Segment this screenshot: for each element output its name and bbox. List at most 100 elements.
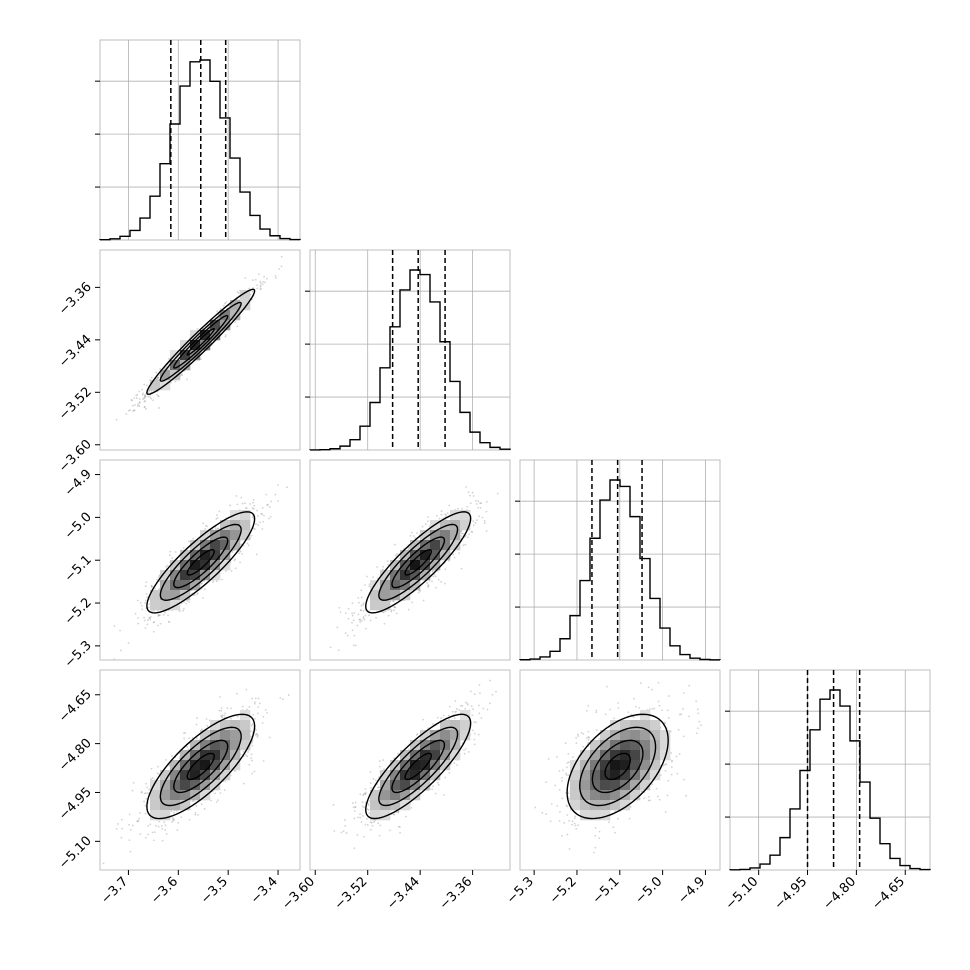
sample-point [431, 580, 433, 583]
sample-point [128, 813, 131, 816]
sample-point [216, 310, 219, 313]
sample-point [143, 406, 146, 409]
sample-point [180, 373, 183, 376]
sample-point [464, 543, 467, 546]
sample-point [168, 620, 171, 623]
sample-point [427, 584, 430, 586]
sample-point [160, 825, 163, 827]
sample-point [132, 781, 135, 784]
sample-point [119, 629, 121, 632]
sample-point [144, 407, 147, 410]
sample-point [357, 613, 360, 616]
sample-point [239, 753, 242, 756]
sample-point [369, 619, 372, 622]
density-cell [150, 780, 161, 791]
sample-point [481, 516, 484, 519]
sample-point [159, 614, 161, 617]
sample-point [394, 554, 397, 557]
sample-point [262, 760, 265, 762]
sample-point [158, 773, 160, 775]
sample-point [142, 398, 144, 401]
sample-point [274, 493, 277, 496]
density-cell [200, 540, 211, 551]
sample-point [249, 503, 251, 505]
sample-point [462, 532, 464, 535]
sample-point [192, 800, 195, 802]
sample-point [151, 777, 154, 779]
sample-point [181, 374, 184, 376]
sample-point [368, 614, 370, 617]
hist-step-3 [729, 689, 931, 871]
sample-point [155, 824, 157, 827]
sample-point [263, 275, 265, 278]
sample-point [257, 697, 260, 700]
sample-point [344, 612, 347, 615]
sample-point [225, 301, 227, 304]
sample-point [485, 510, 488, 513]
sample-point [421, 525, 424, 528]
sample-point [144, 804, 147, 807]
sample-point [157, 576, 160, 579]
panel-content [329, 486, 499, 652]
contour-2 [378, 523, 459, 601]
sample-point [265, 277, 268, 280]
sample-point [159, 622, 162, 625]
sample-point [184, 731, 187, 734]
sample-point [143, 405, 146, 408]
sample-point [183, 732, 185, 735]
sample-point [125, 413, 128, 415]
sample-point [260, 287, 263, 290]
density-cell [170, 580, 181, 591]
sample-point [338, 606, 341, 609]
sample-point [416, 532, 418, 534]
sample-point [144, 585, 147, 587]
sample-point [256, 736, 259, 738]
sample-point [476, 519, 478, 522]
sample-point [255, 523, 257, 525]
density-cell [190, 540, 201, 551]
sample-point [459, 529, 462, 532]
sample-point [280, 265, 283, 268]
sample-point [460, 529, 463, 532]
sample-point [239, 550, 242, 553]
sample-point [362, 603, 365, 606]
sample-point [241, 553, 244, 555]
sample-point [217, 527, 219, 530]
sample-point [146, 619, 149, 621]
sample-point [344, 632, 347, 635]
density-cell [450, 540, 461, 551]
sample-point [261, 507, 264, 509]
density-cell [180, 550, 191, 561]
scatter-panel-1-0 [99, 249, 301, 451]
sample-point [417, 591, 420, 594]
sample-point [162, 614, 165, 616]
sample-point [368, 583, 371, 586]
sample-point [264, 708, 267, 711]
sample-point [211, 528, 214, 531]
density-cell [240, 290, 251, 301]
sample-point [219, 696, 222, 698]
sample-point [167, 620, 170, 623]
density-cell [460, 520, 471, 531]
sample-point [205, 524, 207, 527]
sample-point [152, 839, 155, 842]
sample-point [234, 567, 237, 570]
sample-point [452, 553, 455, 556]
sample-point [351, 612, 353, 615]
sample-point [351, 602, 354, 605]
sample-point [259, 280, 262, 283]
sample-point [231, 551, 234, 553]
sample-point [261, 528, 264, 530]
sample-point [169, 550, 172, 553]
sample-point [236, 715, 239, 718]
sample-point [200, 803, 203, 806]
sample-point [434, 575, 437, 578]
sample-point [165, 565, 167, 568]
sample-point [216, 514, 218, 517]
density-cell [230, 300, 241, 311]
density-cell [460, 510, 471, 521]
sample-point [178, 610, 181, 612]
density-cell [200, 550, 211, 561]
sample-point [152, 630, 155, 633]
sample-point [150, 584, 153, 587]
